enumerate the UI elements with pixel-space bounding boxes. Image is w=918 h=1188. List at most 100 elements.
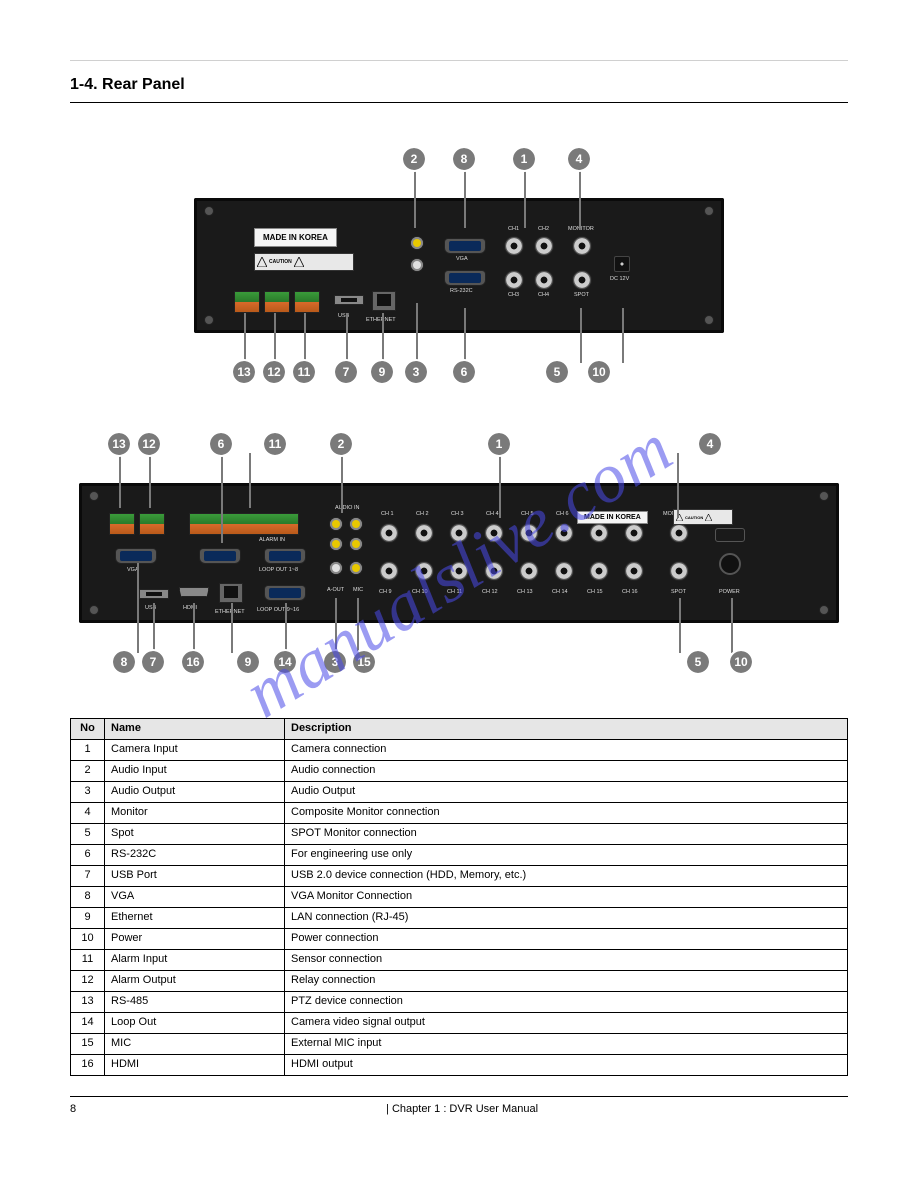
power-din	[719, 553, 741, 575]
callout-line	[341, 453, 343, 513]
port-label: SPOT	[574, 292, 589, 298]
port-label: VGA	[127, 567, 139, 573]
callout-bubble: 10	[588, 361, 610, 383]
table-cell: Relay connection	[285, 971, 848, 992]
callout-line	[414, 168, 416, 228]
power-switch	[715, 528, 745, 542]
usb-port	[139, 589, 169, 599]
screw	[204, 206, 214, 216]
table-cell: 16	[71, 1055, 105, 1076]
callout-line	[274, 313, 276, 363]
callout-bubble: 11	[293, 361, 315, 383]
table-cell: USB Port	[105, 866, 285, 887]
callout-line	[249, 453, 251, 508]
caution-text: CAUTION	[269, 259, 292, 265]
bnc-jack	[534, 270, 554, 290]
caution-label: CAUTION	[673, 509, 733, 525]
callout-bubble: 14	[274, 651, 296, 673]
bnc-jack	[379, 561, 399, 581]
terminal-block-large	[189, 513, 299, 535]
table-cell: 13	[71, 992, 105, 1013]
callout-bubble: 12	[138, 433, 160, 455]
port-label: CH 14	[552, 589, 568, 595]
port-label: A-OUT	[327, 587, 344, 593]
table-cell: MIC	[105, 1034, 285, 1055]
port-label: CH 12	[482, 589, 498, 595]
callout-line	[499, 453, 501, 518]
made-in-label: MADE IN KOREA	[577, 511, 648, 524]
table-cell: 2	[71, 761, 105, 782]
table-cell: 8	[71, 887, 105, 908]
callout-bubble: 10	[730, 651, 752, 673]
callout-line	[622, 308, 624, 363]
bnc-jack	[572, 236, 592, 256]
port-label: MIC	[353, 587, 363, 593]
callout-line	[149, 453, 151, 508]
port-label: CH 5	[521, 511, 534, 517]
table-cell: Alarm Output	[105, 971, 285, 992]
port-label: LOOP OUT 9~16	[257, 607, 299, 613]
rca-jack	[329, 561, 343, 575]
table-row: 11Alarm InputSensor connection	[71, 950, 848, 971]
table-row: 12Alarm OutputRelay connection	[71, 971, 848, 992]
port-label: CH 2	[416, 511, 429, 517]
section-divider	[70, 102, 848, 103]
bnc-jack	[504, 270, 524, 290]
hdmi-port	[179, 587, 209, 597]
spec-table: No Name Description 1Camera InputCamera …	[70, 718, 848, 1076]
callout-bubble: 13	[233, 361, 255, 383]
footer-page-number: 8	[70, 1103, 76, 1115]
callout-bubble: 13	[108, 433, 130, 455]
callout-bubble: 3	[324, 651, 346, 673]
table-body: 1Camera InputCamera connection2Audio Inp…	[71, 740, 848, 1076]
table-cell: 4	[71, 803, 105, 824]
table-cell: Camera Input	[105, 740, 285, 761]
table-cell: 7	[71, 866, 105, 887]
loopout-port	[264, 548, 306, 564]
table-row: 15MICExternal MIC input	[71, 1034, 848, 1055]
callout-bubble: 2	[403, 148, 425, 170]
screw	[704, 315, 714, 325]
table-cell: VGA Monitor Connection	[285, 887, 848, 908]
col-desc: Description	[285, 719, 848, 740]
table-cell: Ethernet	[105, 908, 285, 929]
warning-icon	[294, 257, 304, 267]
callout-line	[464, 308, 466, 363]
table-row: 13RS-485PTZ device connection	[71, 992, 848, 1013]
table-cell: USB 2.0 device connection (HDD, Memory, …	[285, 866, 848, 887]
port-label: USB	[145, 605, 156, 611]
port-label: CH1	[508, 226, 519, 232]
table-cell: 5	[71, 824, 105, 845]
table-row: 4MonitorComposite Monitor connection	[71, 803, 848, 824]
callout-bubble: 8	[453, 148, 475, 170]
port-label: CH 15	[587, 589, 603, 595]
table-cell: 11	[71, 950, 105, 971]
callout-line	[579, 168, 581, 228]
table-cell: HDMI output	[285, 1055, 848, 1076]
bnc-jack	[669, 523, 689, 543]
table-cell: 9	[71, 908, 105, 929]
callout-bubble: 9	[371, 361, 393, 383]
terminal-block	[234, 291, 260, 313]
port-label: CH2	[538, 226, 549, 232]
screw	[819, 491, 829, 501]
callout-bubble: 16	[182, 651, 204, 673]
rca-jack	[349, 517, 363, 531]
table-cell: Monitor	[105, 803, 285, 824]
callout-bubble: 4	[699, 433, 721, 455]
callout-line	[731, 598, 733, 653]
usb-port	[334, 295, 364, 305]
table-cell: Power connection	[285, 929, 848, 950]
callout-bubble: 4	[568, 148, 590, 170]
table-row: 1Camera InputCamera connection	[71, 740, 848, 761]
ethernet-port	[372, 291, 396, 311]
bnc-jack	[379, 523, 399, 543]
bnc-jack	[554, 523, 574, 543]
rca-jack	[349, 537, 363, 551]
bnc-jack	[484, 523, 504, 543]
port-label: CH 11	[447, 589, 462, 595]
table-cell: 3	[71, 782, 105, 803]
table-row: 6RS-232CFor engineering use only	[71, 845, 848, 866]
bnc-jack	[624, 561, 644, 581]
table-cell: Alarm Input	[105, 950, 285, 971]
